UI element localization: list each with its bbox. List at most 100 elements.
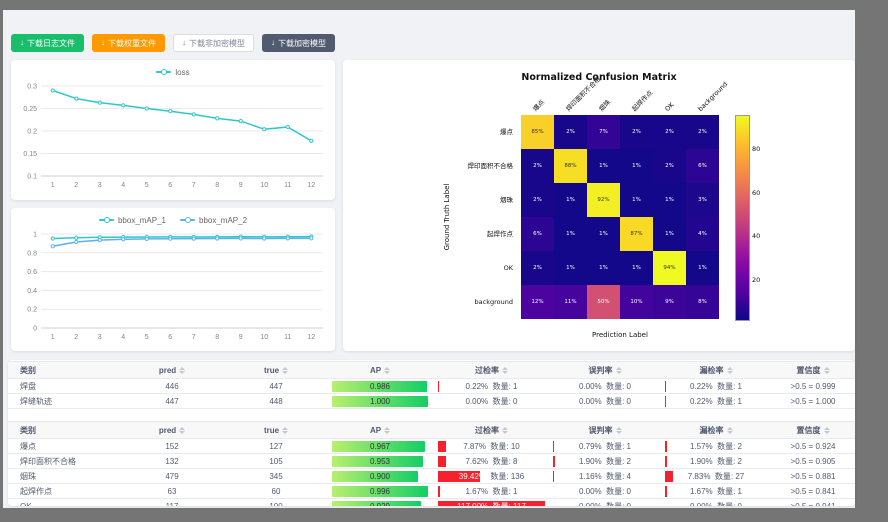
column-header-pred[interactable]: pred: [118, 421, 226, 439]
svg-text:5: 5: [145, 182, 149, 189]
rate-bar-cell: 0.00% 数量: 0: [553, 381, 657, 392]
column-header-label: 类别: [20, 425, 36, 435]
column-header-label: 类别: [20, 365, 36, 375]
legend-item-bbox_mAP_1[interactable]: bbox_mAP_1: [98, 216, 166, 225]
matrix-cell: 1%: [554, 251, 587, 285]
column-header-误判率[interactable]: 误判率: [549, 421, 661, 439]
true-cell: 60: [226, 483, 326, 499]
dashboard-page: ↓ 下载日志文件 ↓ 下载权重文件 ↓ 下载非加密模型 ↓ 下载加密模型 los…: [3, 10, 855, 508]
sort-carets-icon[interactable]: [179, 366, 186, 374]
column-header-漏检率[interactable]: 漏检率: [661, 421, 771, 439]
column-header-置信度[interactable]: 置信度: [771, 421, 855, 439]
column-header-误判率[interactable]: 误判率: [549, 361, 661, 379]
sort-carets-icon[interactable]: [726, 366, 733, 374]
download-plain-model-button[interactable]: ↓ 下载非加密模型: [173, 34, 254, 52]
download-log-button[interactable]: ↓ 下载日志文件: [11, 34, 84, 52]
matrix-cell: 1%: [587, 251, 620, 285]
svg-text:3: 3: [98, 334, 102, 341]
map-chart-legend: bbox_mAP_1 bbox_mAP_2: [11, 212, 335, 228]
button-label: 下载非加密模型: [189, 38, 245, 48]
svg-text:4: 4: [121, 334, 125, 341]
legend-item-loss[interactable]: loss: [156, 68, 190, 77]
pred-cell: 479: [118, 468, 226, 484]
column-header-true[interactable]: true: [226, 421, 326, 439]
svg-text:0.25: 0.25: [23, 106, 37, 113]
column-header-置信度[interactable]: 置信度: [771, 361, 855, 379]
column-header-pred[interactable]: pred: [118, 361, 226, 379]
class-name-cell: OK: [8, 498, 118, 506]
rate-bar-cell: 7.62% 数量: 8: [438, 455, 545, 467]
download-encrypted-model-button[interactable]: ↓ 下载加密模型: [262, 34, 335, 52]
colorbar-tick-label: 80: [752, 145, 761, 154]
matrix-row-label: 烟珠: [500, 196, 513, 204]
rate-bar-cell: 0.00% 数量: 0: [553, 396, 657, 407]
matrix-cell: 1%: [653, 217, 686, 251]
missed-detect-cell: 0.22% 数量: 1: [661, 393, 771, 409]
true-cell: 100: [226, 498, 326, 506]
ap-bar-cell: 0.996: [332, 485, 428, 497]
sort-carets-icon[interactable]: [502, 366, 508, 374]
sort-carets-icon[interactable]: [384, 366, 391, 374]
download-icon: ↓: [20, 38, 24, 47]
svg-text:10: 10: [260, 334, 268, 341]
sort-carets-icon[interactable]: [726, 426, 733, 434]
column-header-AP[interactable]: AP: [326, 361, 434, 379]
matrix-cell: 2%: [521, 183, 554, 217]
false-detect-cell: 0.00% 数量: 0: [549, 483, 661, 499]
ap-cell: 1.000: [326, 393, 434, 409]
sort-carets-icon[interactable]: [823, 426, 830, 434]
sort-carets-icon[interactable]: [179, 426, 186, 434]
column-header-AP[interactable]: AP: [326, 421, 434, 439]
confidence-cell: >0.5 = 0.905: [771, 453, 855, 469]
download-icon: ↓: [101, 38, 105, 47]
svg-text:0.2: 0.2: [27, 129, 37, 136]
sort-carets-icon[interactable]: [502, 426, 508, 434]
matrix-cell: 2%: [653, 149, 686, 183]
rate-bar-cell: 0.00% 数量: 0: [438, 396, 545, 407]
colorbar-tick-label: 20: [752, 275, 761, 284]
matrix-cell: 3%: [686, 183, 719, 217]
rate-bar: [665, 440, 667, 452]
rate-bar-cell: 0.00% 数量: 0: [553, 486, 657, 497]
legend-line-icon: [180, 216, 195, 224]
svg-text:12: 12: [307, 334, 315, 341]
svg-text:9: 9: [239, 334, 243, 341]
column-header-漏检率[interactable]: 漏检率: [661, 361, 771, 379]
matrix-cell: 1%: [686, 251, 719, 285]
svg-text:5: 5: [145, 334, 149, 341]
rate-text: 117.00% 数量: 117: [457, 501, 526, 507]
ap-bar-cell: 0.986: [332, 380, 428, 392]
ap-bar-cell: 0.900: [332, 470, 428, 482]
map-chart-card: bbox_mAP_1 bbox_mAP_2 0 0.2 0.4 0.6 0.8 1 1 2 3 4 5…: [11, 208, 335, 351]
sort-carets-icon[interactable]: [384, 426, 391, 434]
over-detect-cell: 117.00% 数量: 117: [434, 498, 549, 507]
sort-carets-icon[interactable]: [282, 366, 289, 374]
sort-carets-icon[interactable]: [615, 426, 622, 434]
table-row: 焊缝轨迹 447 448 1.000 0.00% 数量: 0 0.00% 数量: 0 0.2…: [8, 393, 855, 409]
matrix-cell: 92%: [587, 183, 620, 217]
rate-bar: [438, 455, 447, 467]
false-detect-cell: 0.00% 数量: 0: [549, 378, 661, 394]
confidence-cell: >0.5 = 0.924: [771, 438, 855, 454]
rate-bar: [438, 440, 447, 452]
ap-bar: [332, 455, 424, 467]
confidence-cell: >0.5 = 0.941: [771, 498, 855, 506]
column-header-过检率[interactable]: 过检率: [434, 361, 549, 379]
svg-text:1: 1: [33, 232, 37, 239]
over-detect-cell: 7.62% 数量: 8: [434, 453, 549, 469]
legend-item-bbox_mAP_2[interactable]: bbox_mAP_2: [180, 216, 247, 225]
sort-carets-icon[interactable]: [615, 366, 622, 374]
sort-carets-icon[interactable]: [282, 426, 289, 434]
column-header-过检率[interactable]: 过检率: [434, 421, 549, 439]
svg-text:8: 8: [215, 334, 219, 341]
matrix-cell: 1%: [620, 183, 653, 217]
download-weights-button[interactable]: ↓ 下载权重文件: [92, 34, 165, 52]
svg-text:7: 7: [192, 182, 196, 189]
matrix-cell: 1%: [620, 251, 653, 285]
ap-cell: 0.986: [326, 378, 434, 394]
matrix-cell: 9%: [653, 285, 686, 319]
pred-cell: 446: [118, 378, 226, 394]
column-header-true[interactable]: true: [226, 361, 326, 379]
sort-carets-icon[interactable]: [823, 366, 830, 374]
matrix-cell: 2%: [554, 115, 587, 149]
